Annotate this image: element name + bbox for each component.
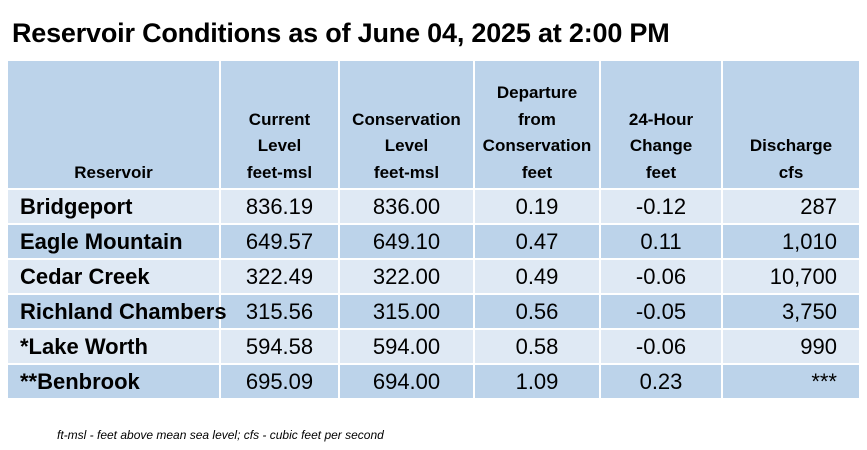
current-level: 836.19 — [220, 189, 340, 225]
header-line: Discharge — [749, 136, 833, 155]
discharge-value: 10,700 — [722, 259, 859, 295]
header-line: Level — [257, 136, 302, 155]
footnote: ft-msl - feet above mean sea level; cfs … — [57, 428, 384, 442]
header-line: Departure — [496, 83, 578, 102]
header-line: feet-msl — [373, 162, 440, 182]
current-level: 315.56 — [220, 294, 340, 330]
reservoir-table: Reservoir Current Level feet-msl Conserv… — [8, 61, 859, 400]
reservoir-name: Bridgeport — [8, 189, 221, 225]
header-line: feet-msl — [246, 162, 313, 182]
departure-value: 0.58 — [474, 329, 601, 365]
column-header-departure: Departure from Conservation feet — [474, 61, 601, 190]
change-value: -0.12 — [600, 189, 723, 225]
conservation-level: 315.00 — [339, 294, 475, 330]
reservoir-name: **Benbrook — [8, 364, 221, 400]
current-level: 594.58 — [220, 329, 340, 365]
discharge-value: 990 — [722, 329, 859, 365]
table-row: Bridgeport 836.19 836.00 0.19 -0.12 287 — [8, 189, 859, 225]
discharge-value: *** — [722, 364, 859, 400]
reservoir-name: Eagle Mountain — [8, 224, 221, 260]
departure-value: 1.09 — [474, 364, 601, 400]
column-header-conservation-level: Conservation Level feet-msl — [339, 61, 475, 190]
change-value: -0.06 — [600, 259, 723, 295]
conservation-level: 322.00 — [339, 259, 475, 295]
reservoir-name: *Lake Worth — [8, 329, 221, 365]
change-value: -0.06 — [600, 329, 723, 365]
change-value: 0.11 — [600, 224, 723, 260]
table-row: Eagle Mountain 649.57 649.10 0.47 0.11 1… — [8, 224, 859, 260]
conservation-level: 836.00 — [339, 189, 475, 225]
current-level: 695.09 — [220, 364, 340, 400]
table-row: **Benbrook 695.09 694.00 1.09 0.23 *** — [8, 364, 859, 400]
header-line: Conservation — [482, 136, 592, 155]
header-line: Change — [629, 136, 693, 155]
page-title: Reservoir Conditions as of June 04, 2025… — [12, 18, 670, 48]
discharge-value: 287 — [722, 189, 859, 225]
table-row: *Lake Worth 594.58 594.00 0.58 -0.06 990 — [8, 329, 859, 365]
change-value: -0.05 — [600, 294, 723, 330]
column-header-discharge: Discharge cfs — [722, 61, 859, 190]
header-line: feet — [645, 162, 677, 182]
conservation-level: 694.00 — [339, 364, 475, 400]
column-header-reservoir: Reservoir — [8, 61, 221, 190]
table-header-row: Reservoir Current Level feet-msl Conserv… — [8, 61, 859, 190]
conservation-level: 594.00 — [339, 329, 475, 365]
change-value: 0.23 — [600, 364, 723, 400]
header-line: 24-Hour — [628, 109, 694, 129]
header-line: Reservoir — [74, 162, 153, 182]
departure-value: 0.49 — [474, 259, 601, 295]
departure-value: 0.47 — [474, 224, 601, 260]
column-header-24-hour-change: 24-Hour Change feet — [600, 61, 723, 190]
table-row: Cedar Creek 322.49 322.00 0.49 -0.06 10,… — [8, 259, 859, 295]
current-level: 649.57 — [220, 224, 340, 260]
reservoir-name: Richland Chambers — [8, 294, 227, 330]
departure-value: 0.56 — [474, 294, 601, 330]
table-row: Richland Chambers 315.56 315.00 0.56 -0.… — [8, 294, 859, 330]
discharge-value: 3,750 — [722, 294, 859, 330]
header-line: Current — [248, 109, 311, 129]
header-line: Level — [384, 136, 429, 155]
discharge-value: 1,010 — [722, 224, 859, 260]
column-header-current-level: Current Level feet-msl — [220, 61, 340, 190]
header-line: cfs — [778, 162, 804, 182]
header-line: Conservation — [352, 109, 461, 129]
conservation-level: 649.10 — [339, 224, 475, 260]
departure-value: 0.19 — [474, 189, 601, 225]
header-line: feet — [521, 162, 553, 182]
header-line: from — [518, 109, 556, 129]
current-level: 322.49 — [220, 259, 340, 295]
reservoir-name: Cedar Creek — [8, 259, 221, 295]
